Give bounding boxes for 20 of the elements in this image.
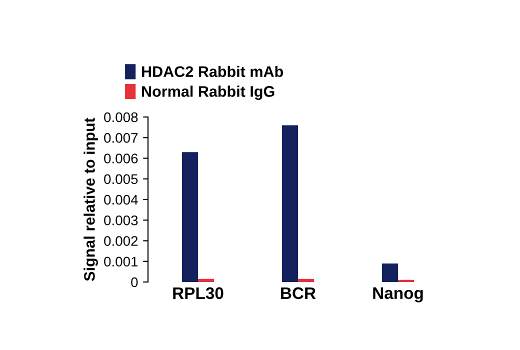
y-tick-label: 0.002 <box>104 236 138 246</box>
x-tick-label: RPL30 <box>173 287 224 300</box>
y-tick-label: 0.004 <box>104 194 138 205</box>
x-tick-label: BCR <box>281 287 316 300</box>
y-tick-label: 0.005 <box>104 174 138 184</box>
bar <box>298 278 314 282</box>
bar <box>182 152 198 282</box>
y-tick-label: 0.001 <box>104 256 138 267</box>
bar <box>282 125 298 282</box>
bar <box>198 278 214 282</box>
legend-label: Normal Rabbit IgG <box>142 86 274 100</box>
y-tick-label: 0.003 <box>104 215 138 226</box>
y-tick-label: 0.006 <box>104 154 138 164</box>
y-axis-title: Signal relative to input <box>84 118 98 281</box>
bar <box>382 263 398 282</box>
text: 0 <box>131 277 138 288</box>
y-tick-label: 0.007 <box>104 132 138 143</box>
y-tick-label: 0.008 <box>104 112 138 122</box>
x-tick-label: Nanog <box>373 287 423 302</box>
legend-label: HDAC2 Rabbit mAb <box>142 66 283 78</box>
